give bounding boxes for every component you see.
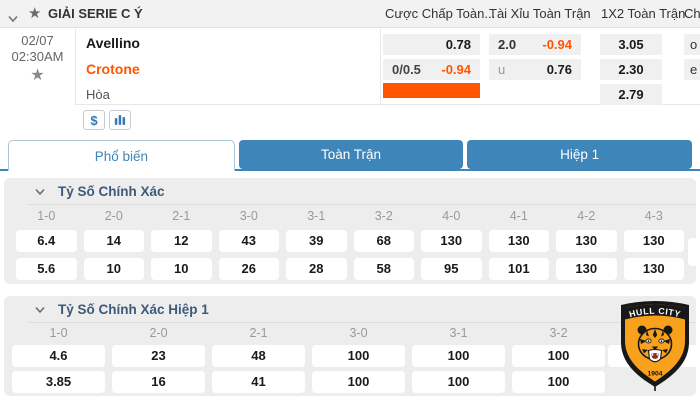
league-bar: ★ GIẢI SERIE C Ý Cược Chấp Toàn... Tài X… bbox=[0, 0, 700, 28]
under-odds-value: 0.76 bbox=[546, 62, 572, 77]
match-date: 02/07 bbox=[21, 33, 54, 48]
favorite-star-icon[interactable]: ★ bbox=[28, 5, 42, 22]
divider bbox=[75, 28, 76, 104]
divider bbox=[28, 204, 696, 205]
market-header-odd-even: Ch bbox=[684, 6, 700, 21]
odds-cell[interactable]: 23 bbox=[112, 345, 205, 367]
over-odds[interactable]: 2.0 -0.94 bbox=[489, 34, 581, 55]
tab-full-match[interactable]: Toàn Trận bbox=[238, 140, 464, 169]
odds-cell[interactable]: 101 bbox=[488, 258, 549, 280]
score-header-row: 1-0 2-0 2-1 3-0 3-1 3-2 4-0 4-1 4-2 4-3 bbox=[37, 209, 663, 223]
over-line: 2.0 bbox=[498, 37, 517, 52]
tab-first-half[interactable]: Hiệp 1 bbox=[467, 140, 693, 169]
odds-cell[interactable]: 28 bbox=[286, 258, 347, 280]
odd-even-even[interactable]: e bbox=[684, 59, 700, 80]
home-team-name: Avellino bbox=[86, 35, 140, 51]
odds-cell[interactable]: 58 bbox=[353, 258, 414, 280]
away-team-name: Crotone bbox=[86, 61, 140, 77]
section-header[interactable]: Tỷ Số Chính Xác Hiệp 1 bbox=[4, 296, 696, 317]
stats-chart-button[interactable] bbox=[109, 110, 131, 130]
divider bbox=[75, 104, 700, 105]
money-odds-button[interactable]: $ bbox=[83, 110, 105, 130]
tab-popular[interactable]: Phổ biến bbox=[8, 140, 235, 171]
crest-year: 1904 bbox=[647, 371, 662, 378]
odds-cell[interactable]: 130 bbox=[421, 230, 482, 252]
odds-cell[interactable]: 4.6 bbox=[12, 345, 105, 367]
section-correct-score: Tỷ Số Chính Xác 1-0 2-0 2-1 3-0 3-1 3-2 … bbox=[4, 178, 700, 284]
odds-cell[interactable]: 130 bbox=[623, 230, 684, 252]
odds-cell[interactable]: 41 bbox=[212, 371, 305, 393]
chevron-down-icon[interactable] bbox=[34, 188, 46, 196]
odds-cell[interactable]: 10 bbox=[151, 258, 212, 280]
odds-row: 6.4 14 12 43 39 68 130 130 130 130 bbox=[4, 230, 696, 252]
chevron-down-icon[interactable] bbox=[34, 306, 46, 314]
odds-1x2-away[interactable]: 2.30 bbox=[600, 59, 662, 80]
odds-cell[interactable]: 100 bbox=[512, 345, 605, 367]
highlight-bar bbox=[383, 83, 480, 98]
odds-cell[interactable]: 14 bbox=[83, 230, 144, 252]
odds-cell[interactable]: 10 bbox=[83, 258, 144, 280]
odds-1x2-home[interactable]: 3.05 bbox=[600, 34, 662, 55]
divider bbox=[28, 322, 696, 323]
chevron-down-icon[interactable] bbox=[7, 10, 19, 28]
market-tabs: Phổ biến Toàn Trận Hiệp 1 bbox=[0, 140, 700, 171]
odds-cell[interactable]: 95 bbox=[421, 258, 482, 280]
odds-row: 3.85 16 41 100 100 100 bbox=[4, 371, 696, 393]
under-odds[interactable]: u 0.76 bbox=[489, 59, 581, 80]
odds-1x2-draw[interactable]: 2.79 bbox=[600, 84, 662, 105]
svg-text:HULL CITY: HULL CITY bbox=[628, 306, 682, 320]
section-correct-score-first-half: Tỷ Số Chính Xác Hiệp 1 1-0 2-0 2-1 3-0 3… bbox=[4, 296, 700, 396]
odds-cell[interactable]: 16 bbox=[112, 371, 205, 393]
odds-cell-clipped[interactable] bbox=[688, 238, 700, 266]
odds-cell[interactable]: 130 bbox=[556, 230, 617, 252]
favorite-star-icon[interactable]: ★ bbox=[30, 67, 45, 84]
handicap-odds-value: -0.94 bbox=[441, 62, 471, 77]
odds-cell[interactable]: 100 bbox=[312, 371, 405, 393]
odds-cell[interactable]: 100 bbox=[412, 345, 505, 367]
handicap-odds-away[interactable]: 0/0.5 -0.94 bbox=[383, 59, 480, 80]
hull-city-logo: HULL CITY 1904 bbox=[621, 301, 689, 391]
market-header-over-under: Tài Xỉu Toàn Trận bbox=[489, 6, 591, 21]
section-header[interactable]: Tỷ Số Chính Xác bbox=[4, 178, 696, 199]
odds-row: 5.6 10 10 26 28 58 95 101 130 130 bbox=[4, 258, 696, 280]
odd-even-odd[interactable]: o bbox=[684, 34, 700, 55]
match-row: 02/07 02:30AM ★ Avellino Crotone Hòa 0.7… bbox=[0, 28, 700, 137]
league-title: GIẢI SERIE C Ý bbox=[48, 6, 143, 21]
draw-label: Hòa bbox=[86, 87, 110, 102]
odds-cell[interactable]: 26 bbox=[218, 258, 279, 280]
handicap-line: 0/0.5 bbox=[392, 62, 421, 77]
odds-cell[interactable]: 100 bbox=[312, 345, 405, 367]
over-odds-value: -0.94 bbox=[542, 37, 572, 52]
section-title: Tỷ Số Chính Xác Hiệp 1 bbox=[58, 302, 209, 317]
crest-club-name: HULL CITY bbox=[628, 306, 681, 320]
under-line: u bbox=[498, 62, 506, 77]
bar-chart-icon bbox=[114, 115, 126, 125]
odds-cell[interactable]: 48 bbox=[212, 345, 305, 367]
odds-cell[interactable]: 6.4 bbox=[16, 230, 77, 252]
divider bbox=[380, 28, 381, 104]
odds-cell[interactable]: 39 bbox=[286, 230, 347, 252]
score-header-row: 1-0 2-0 2-1 3-0 3-1 3-2 bbox=[49, 326, 568, 340]
section-title: Tỷ Số Chính Xác bbox=[58, 184, 165, 199]
match-time: 02:30AM bbox=[11, 49, 64, 64]
odds-cell[interactable]: 130 bbox=[488, 230, 549, 252]
odds-cell[interactable]: 68 bbox=[353, 230, 414, 252]
odds-cell[interactable]: 130 bbox=[623, 258, 684, 280]
odds-cell[interactable]: 5.6 bbox=[16, 258, 77, 280]
match-datetime: 02/07 02:30AM ★ bbox=[0, 33, 75, 84]
tiger-head-icon bbox=[637, 325, 673, 363]
odds-cell[interactable]: 100 bbox=[512, 371, 605, 393]
odds-cell[interactable]: 130 bbox=[556, 258, 617, 280]
odds-cell[interactable]: 100 bbox=[412, 371, 505, 393]
market-header-1x2: 1X2 Toàn Trận bbox=[601, 6, 686, 21]
handicap-odds-home[interactable]: 0.78 bbox=[383, 34, 480, 55]
market-header-handicap: Cược Chấp Toàn... bbox=[385, 6, 496, 21]
odds-cell[interactable]: 3.85 bbox=[12, 371, 105, 393]
odds-row: 4.6 23 48 100 100 100 bbox=[4, 345, 696, 367]
odds-cell[interactable]: 43 bbox=[218, 230, 279, 252]
odds-cell[interactable]: 12 bbox=[151, 230, 212, 252]
